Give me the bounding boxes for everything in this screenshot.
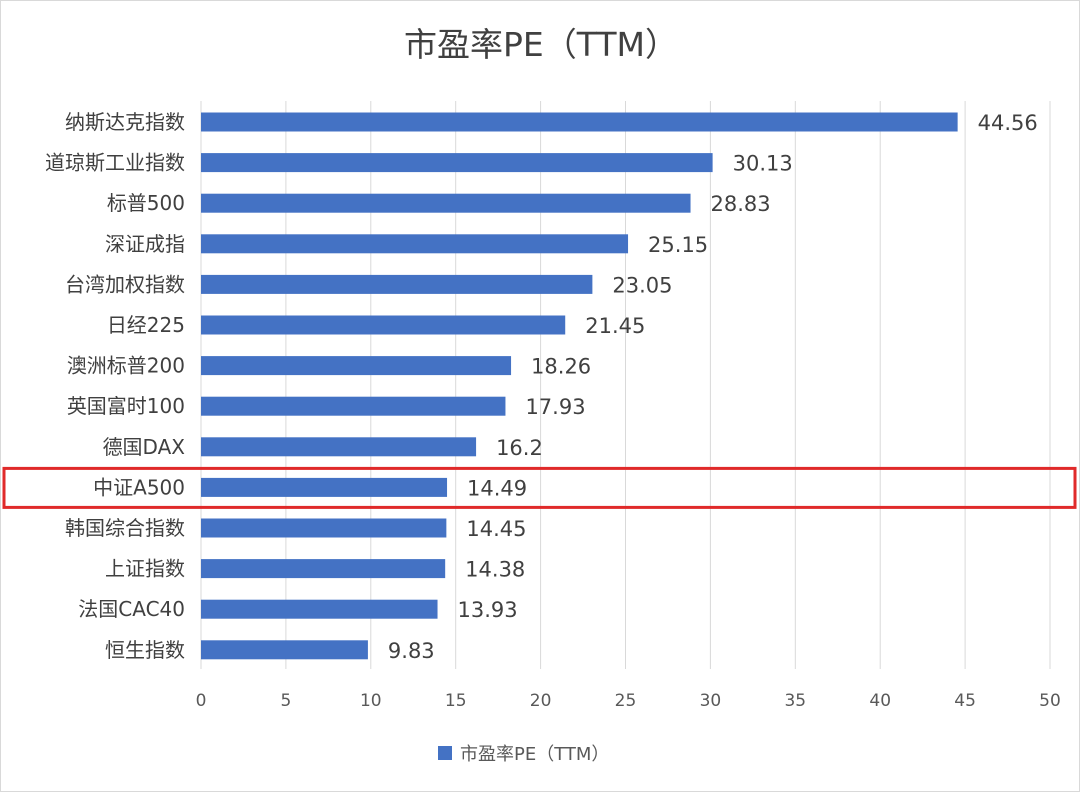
bar-6 (201, 356, 512, 376)
bar-4 (201, 274, 593, 294)
x-tick-label-8: 40 (869, 691, 891, 711)
x-tick-label-1: 5 (280, 691, 291, 711)
category-label-0: 纳斯达克指数 (65, 110, 185, 134)
category-label-4: 台湾加权指数 (65, 272, 185, 296)
x-tick-label-10: 50 (1039, 691, 1061, 711)
value-label-9: 14.49 (467, 476, 527, 500)
value-label-1: 30.13 (733, 152, 793, 176)
bars (201, 112, 958, 660)
value-label-8: 16.2 (496, 436, 543, 460)
value-label-0: 44.56 (978, 111, 1038, 135)
category-label-6: 澳洲标普200 (67, 354, 185, 378)
bar-3 (201, 234, 629, 254)
category-label-3: 深证成指 (105, 232, 185, 256)
legend-swatch (438, 746, 452, 760)
bar-13 (201, 640, 368, 660)
category-label-1: 道琼斯工业指数 (45, 151, 185, 175)
x-tick-label-5: 25 (615, 691, 637, 711)
value-label-5: 21.45 (585, 314, 645, 338)
x-tick-label-7: 35 (784, 691, 806, 711)
bar-8 (201, 437, 477, 457)
category-label-7: 英国富时100 (67, 394, 185, 418)
value-label-13: 9.83 (388, 639, 435, 663)
value-label-12: 13.93 (458, 598, 518, 622)
category-label-12: 法国CAC40 (78, 597, 185, 621)
bar-10 (201, 518, 447, 538)
legend: 市盈率PE（TTM） (438, 744, 609, 765)
value-label-11: 14.38 (465, 558, 525, 582)
value-label-6: 18.26 (531, 355, 591, 379)
value-label-4: 23.05 (612, 273, 672, 297)
grid-lines (200, 101, 1051, 669)
x-tick-label-4: 20 (530, 691, 552, 711)
category-label-10: 韩国综合指数 (65, 516, 185, 540)
category-label-5: 日经225 (107, 313, 185, 337)
category-label-8: 德国DAX (103, 435, 186, 459)
value-label-3: 25.15 (648, 233, 708, 257)
highlight-box (2, 466, 1077, 509)
category-label-13: 恒生指数 (105, 638, 185, 662)
bar-1 (201, 153, 713, 173)
category-label-11: 上证指数 (105, 557, 185, 581)
value-label-2: 28.83 (711, 192, 771, 216)
value-label-10: 14.45 (466, 517, 526, 541)
bar-9 (201, 477, 448, 497)
x-tick-label-3: 15 (445, 691, 467, 711)
x-tick-label-0: 0 (196, 691, 207, 711)
bar-11 (201, 559, 446, 579)
category-label-9: 中证A500 (93, 475, 185, 499)
x-tick-label-2: 10 (360, 691, 382, 711)
category-label-2: 标普500 (107, 191, 185, 215)
bar-7 (201, 396, 506, 416)
bar-2 (201, 193, 691, 213)
legend-label: 市盈率PE（TTM） (460, 744, 609, 765)
value-label-7: 17.93 (525, 395, 585, 419)
chart-title: 市盈率PE（TTM） (404, 25, 678, 64)
bar-0 (201, 112, 958, 132)
bar-5 (201, 315, 566, 335)
x-axis-ticks: 0 5 10 15 20 25 30 35 40 45 50 (196, 691, 1061, 711)
x-tick-label-9: 45 (954, 691, 976, 711)
x-tick-label-6: 30 (700, 691, 722, 711)
bar-12 (201, 599, 438, 619)
